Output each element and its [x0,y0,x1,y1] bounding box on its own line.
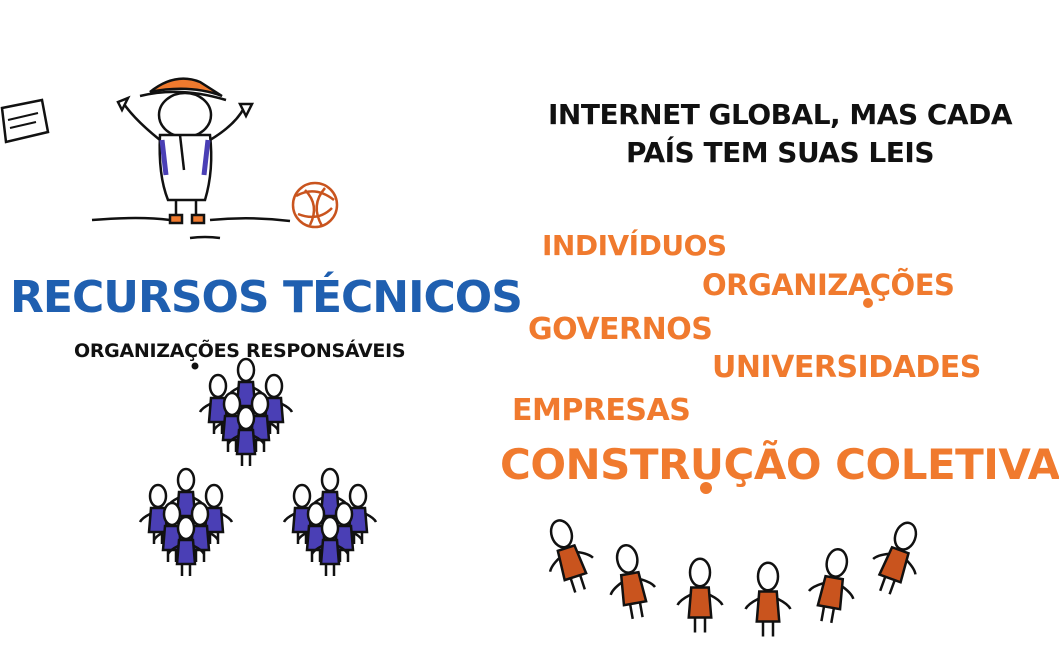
person-icon [338,483,378,544]
sign-icon [0,98,50,144]
construcao-coletiva-title: CONSTRUÇÃO COLETIVA [500,440,1059,489]
chain-person-icon [676,557,724,633]
person-icon [166,515,206,576]
heading-line-2: PAÍS TEM SUAS LEIS [626,136,934,169]
chain-person-icon [807,548,855,624]
word-organizacoes: ORGANIZAÇÕES [702,268,955,302]
tumbleweed-icon [291,181,339,229]
chain-person-icon [872,521,918,595]
cedilla-dot-icon [191,362,199,370]
person-icon [807,548,855,624]
chain-person-icon [609,544,657,620]
heading-line-1: INTERNET GLOBAL, MAS CADA [548,98,1013,131]
word-governos: GOVERNOS [528,312,713,347]
person-icon [872,521,918,595]
person-icon [198,373,238,434]
people-group-top-icon [198,357,294,466]
person-icon [548,519,594,593]
people-chain-icon [548,519,918,637]
cowboy-figure-icon [91,77,291,240]
cedilla-dot-icon [700,482,712,494]
organizacoes-responsaveis-subtitle: ORGANIZAÇÕES RESPONSÁVEIS [74,340,406,362]
word-individuos: INDIVÍDUOS [542,229,727,262]
word-empresas: EMPRESAS [512,393,691,428]
people-group-left-icon [138,467,234,576]
people-group-right-icon [282,467,378,576]
person-icon [676,557,724,633]
person-icon [744,561,792,637]
recursos-tecnicos-title: RECURSOS TÉCNICOS [10,272,523,323]
internet-global-heading: INTERNET GLOBAL, MAS CADA PAÍS TEM SUAS … [540,96,1020,172]
cedilla-dot-icon [863,298,873,308]
person-icon [609,544,657,620]
person-icon [226,405,266,466]
person-icon [310,515,350,576]
word-universidades: UNIVERSIDADES [712,350,981,385]
chain-person-icon [548,519,594,593]
person-icon [138,483,178,544]
chain-person-icon [744,561,792,637]
